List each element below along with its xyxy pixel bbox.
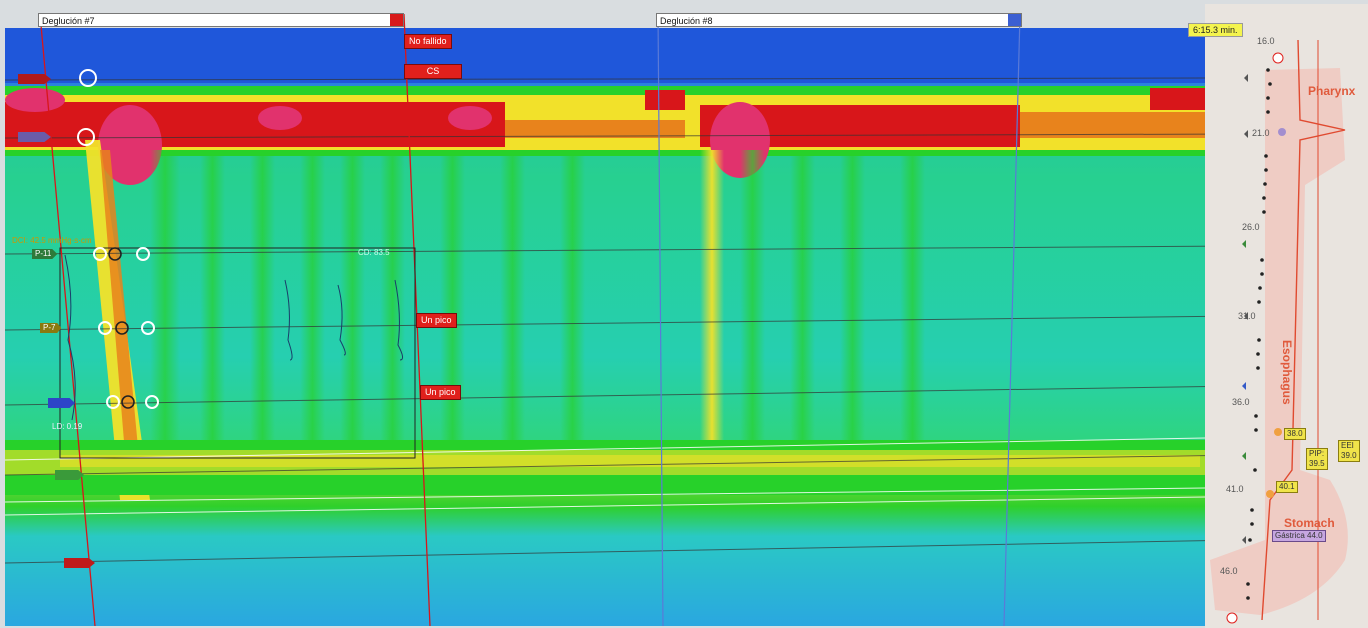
sensor-lines bbox=[4, 77, 1241, 564]
ld-readout: LD: 0.19 bbox=[52, 422, 83, 431]
depth-arrows bbox=[1242, 74, 1248, 544]
swallow-8-label: Deglución #8 bbox=[660, 16, 713, 26]
anatomy-silhouette bbox=[1210, 68, 1348, 615]
channel-marker-top[interactable] bbox=[18, 74, 51, 84]
tag-38[interactable]: 38.0 bbox=[1284, 428, 1306, 440]
isobaric-contours bbox=[64, 254, 404, 421]
swallow-7-tab[interactable]: Deglución #7 bbox=[38, 13, 404, 27]
channel-marker-ues[interactable] bbox=[18, 132, 51, 142]
single-peak-label-1[interactable]: Un pico bbox=[416, 313, 457, 328]
contour-markers[interactable] bbox=[77, 69, 159, 409]
egj-outline bbox=[4, 437, 1206, 516]
pharynx-label: Pharynx bbox=[1308, 84, 1356, 98]
depth-tick-36: 36.0 bbox=[1232, 397, 1250, 407]
depth-tick-31: 31.0 bbox=[1238, 311, 1256, 321]
swallow-7-wave-core bbox=[100, 150, 142, 490]
depth-tick-16: 16.0 bbox=[1257, 36, 1275, 46]
no-failed-label[interactable]: No fallido bbox=[404, 34, 452, 49]
stomach-label: Stomach bbox=[1284, 516, 1335, 530]
peristaltic-stripes bbox=[150, 150, 925, 480]
dci-box[interactable] bbox=[59, 247, 416, 459]
ues-pressure-band bbox=[5, 86, 1205, 185]
depth-tick-21: 21.0 bbox=[1252, 128, 1270, 138]
swallow-8-wave bbox=[700, 150, 724, 480]
swallow-8-close-icon[interactable] bbox=[1008, 14, 1021, 26]
channel-marker-p11[interactable]: P-11 bbox=[32, 249, 58, 259]
channel-marker-p3[interactable] bbox=[48, 398, 75, 408]
single-peak-label-2[interactable]: Un pico bbox=[420, 385, 461, 400]
swallow-7-close-icon[interactable] bbox=[390, 14, 403, 26]
close-marker-icons[interactable] bbox=[1226, 52, 1284, 624]
anatomy-position-dots bbox=[1266, 128, 1286, 498]
time-readout: 6:15.3 min. bbox=[1188, 23, 1243, 37]
dci-readout: DCI: 42.5 mmHg·s·cm bbox=[12, 236, 92, 245]
depth-tick-46: 46.0 bbox=[1220, 566, 1238, 576]
depth-tick-26: 26.0 bbox=[1242, 222, 1260, 232]
low-pressure-band bbox=[5, 28, 1205, 83]
swallow-7-label: Deglución #7 bbox=[42, 16, 95, 26]
swallow-8-tab[interactable]: Deglución #8 bbox=[656, 13, 1022, 27]
contour-crosshairs[interactable] bbox=[108, 247, 135, 409]
egj-band bbox=[5, 440, 1205, 495]
gastric-tag[interactable]: Gástrica 44.0 bbox=[1272, 530, 1326, 542]
channel-marker-bottom[interactable] bbox=[64, 558, 95, 568]
eei-tag[interactable]: EEI 39.0 bbox=[1338, 440, 1360, 462]
anatomy-trace bbox=[1261, 39, 1346, 621]
channel-marker-les[interactable] bbox=[55, 470, 84, 480]
cs-label[interactable]: CS bbox=[404, 64, 462, 79]
sensor-dots bbox=[1246, 68, 1272, 600]
cd-readout: CD: 83.5 bbox=[358, 248, 390, 257]
depth-tick-41: 41.0 bbox=[1226, 484, 1244, 494]
esophagus-label: Esophagus bbox=[1280, 340, 1294, 405]
tag-40[interactable]: 40.1 bbox=[1276, 481, 1298, 493]
channel-marker-p7[interactable]: P-7 bbox=[40, 323, 62, 333]
pip-tag[interactable]: PIP: 39.5 bbox=[1306, 448, 1328, 470]
swallow-8-window-lines[interactable] bbox=[657, 13, 1021, 627]
